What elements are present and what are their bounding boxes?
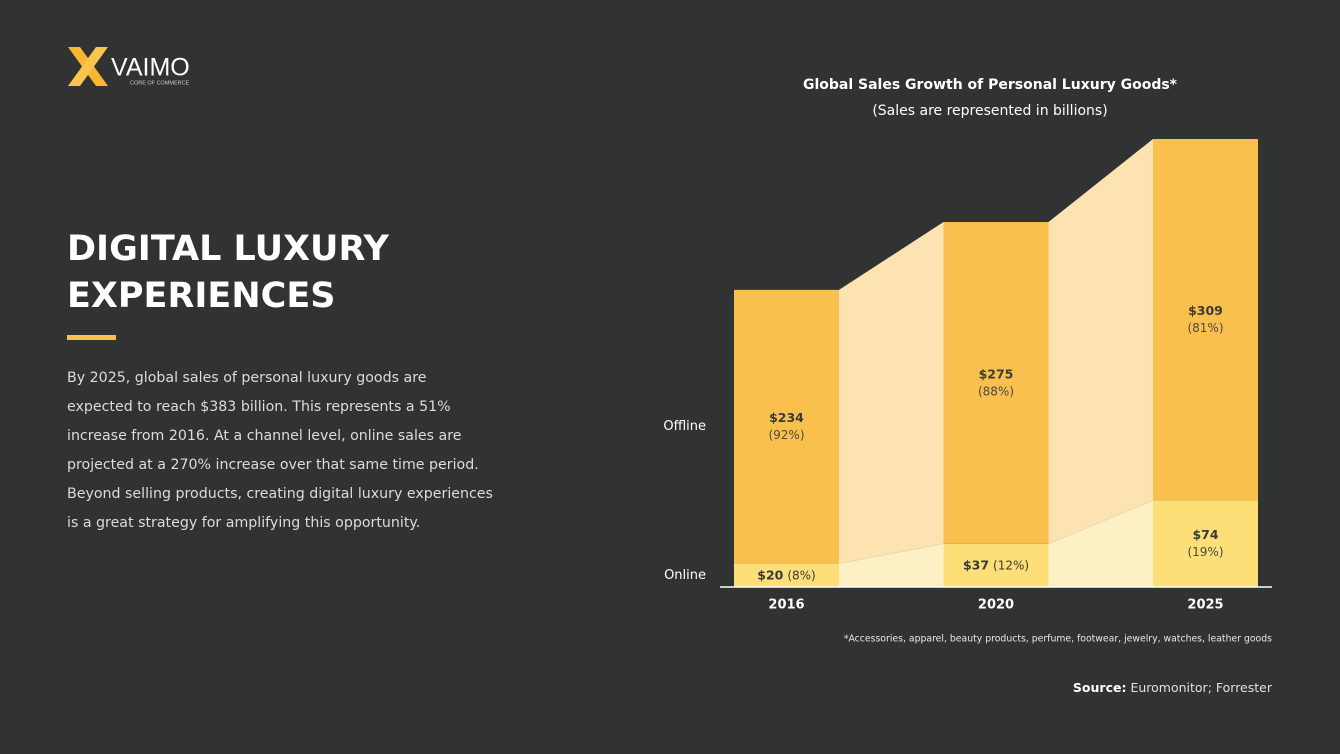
body-line: By 2025, global sales of personal luxury… xyxy=(67,370,426,386)
body-line: increase from 2016. At a channel level, … xyxy=(67,428,462,444)
logo-name: VAIMO xyxy=(111,54,190,82)
value-label: $275 xyxy=(979,366,1014,381)
value-label-group: $20 (8%) xyxy=(757,567,815,582)
bar-segment xyxy=(1153,139,1258,501)
share-label: (88%) xyxy=(978,384,1014,398)
bar-segment xyxy=(1153,500,1258,587)
value-label: $37 xyxy=(963,557,989,572)
share-label: (19%) xyxy=(1187,545,1223,559)
logo-tagline: CORE OF COMMERCE xyxy=(130,80,190,86)
logo-mark xyxy=(68,47,108,86)
bar-segment xyxy=(943,543,1049,587)
source-text: Euromonitor; Forrester xyxy=(1130,680,1272,695)
x-tick-label: 2016 xyxy=(768,598,804,613)
source: Source: Euromonitor; Forrester xyxy=(1073,680,1273,695)
footnote: *Accessories, apparel, beauty products, … xyxy=(844,634,1272,645)
share-label: (12%) xyxy=(993,558,1029,572)
body-line: is a great strategy for amplifying this … xyxy=(67,515,420,531)
heading-line: EXPERIENCES xyxy=(67,276,335,316)
value-label: $20 xyxy=(757,567,783,582)
value-label: $309 xyxy=(1188,303,1223,318)
bar-segment xyxy=(734,289,839,564)
x-tick-label: 2020 xyxy=(978,598,1014,613)
value-label: $234 xyxy=(769,410,804,425)
chart-subtitle: (Sales are represented in billions) xyxy=(872,103,1107,119)
x-tick-label: 2025 xyxy=(1187,598,1223,613)
bar-segment xyxy=(734,563,839,587)
legend-label: Offline xyxy=(663,419,706,434)
bar-segment xyxy=(943,222,1049,544)
connector xyxy=(839,543,944,587)
legend-label: Online xyxy=(664,568,706,583)
body-line: expected to reach $383 billion. This rep… xyxy=(67,399,451,415)
heading-line: DIGITAL LUXURY xyxy=(67,229,389,269)
connector xyxy=(1048,139,1153,544)
share-label: (81%) xyxy=(1187,321,1223,335)
value-label: $74 xyxy=(1192,527,1218,542)
connector xyxy=(1048,500,1153,587)
value-label-group: $37 (12%) xyxy=(963,557,1029,572)
chart-title: Global Sales Growth of Personal Luxury G… xyxy=(803,77,1178,93)
body-line: projected at a 270% increase over that s… xyxy=(67,457,479,473)
heading-underline xyxy=(67,335,116,340)
share-label: (92%) xyxy=(768,428,804,442)
share-label: (8%) xyxy=(787,568,815,582)
body-line: Beyond selling products, creating digita… xyxy=(67,486,493,502)
connector xyxy=(839,222,944,564)
source-label: Source: xyxy=(1073,680,1127,695)
